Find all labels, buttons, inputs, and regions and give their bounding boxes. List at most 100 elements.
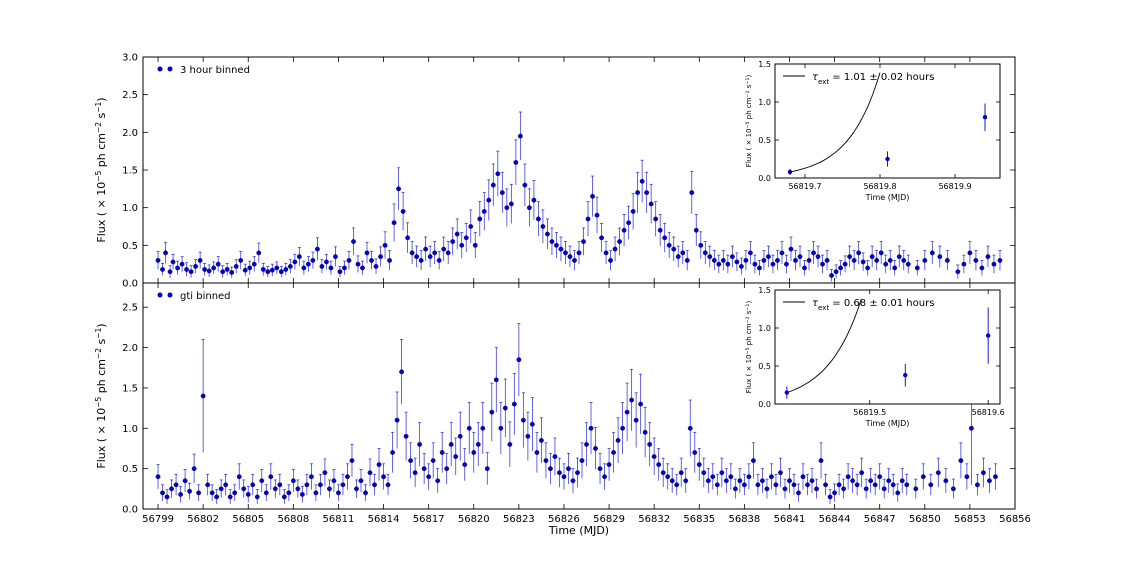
data-point	[868, 478, 874, 484]
data-point	[979, 265, 985, 271]
data-point	[441, 246, 447, 252]
data-point	[687, 425, 693, 431]
data-point	[504, 205, 510, 211]
data-point	[517, 133, 523, 139]
data-point	[692, 450, 698, 455]
data-point	[525, 433, 531, 439]
data-point	[296, 254, 302, 260]
inset-x-tick-label: 56819.9	[938, 182, 971, 191]
data-point	[929, 250, 935, 256]
data-point	[597, 466, 603, 472]
data-point	[684, 257, 690, 263]
data-point	[729, 254, 735, 260]
data-point	[594, 212, 600, 218]
data-point	[863, 486, 869, 492]
data-point	[436, 257, 442, 263]
data-point	[904, 482, 910, 488]
data-point	[450, 239, 456, 244]
data-point	[187, 488, 193, 494]
data-point	[385, 482, 391, 488]
data-point	[245, 492, 251, 497]
data-point	[295, 486, 301, 492]
data-point	[570, 478, 576, 484]
inset-y-axis-label: Flux ( × 10−5 ph cm−2 s−1)	[745, 75, 754, 168]
data-point	[318, 482, 323, 488]
data-point	[340, 482, 346, 488]
data-point	[707, 254, 713, 260]
data-point	[256, 250, 262, 256]
data-point	[548, 466, 553, 472]
data-point	[205, 482, 211, 488]
data-point	[232, 490, 238, 496]
inset-y-tick-label: 0.5	[758, 136, 771, 145]
data-point	[531, 197, 537, 203]
inset-data-point	[787, 169, 793, 175]
data-point	[603, 250, 609, 256]
data-point	[462, 462, 468, 468]
data-point	[881, 486, 887, 492]
legend-marker	[157, 292, 163, 298]
data-point	[308, 474, 314, 480]
data-point	[669, 478, 675, 484]
inset-legend-label: τext = 0.68 ± 0.01 hours	[812, 298, 934, 312]
data-point	[723, 478, 729, 484]
data-point	[778, 470, 783, 476]
data-point	[920, 474, 926, 480]
data-point	[193, 264, 199, 269]
data-point	[764, 486, 770, 492]
data-point	[259, 478, 265, 484]
x-tick-label: 56814	[368, 514, 400, 525]
data-point	[981, 470, 986, 476]
data-point	[439, 450, 445, 455]
data-point	[489, 409, 495, 415]
x-tick-label: 56850	[909, 514, 941, 525]
data-point	[859, 470, 865, 476]
data-point	[223, 482, 229, 488]
data-point	[836, 482, 842, 488]
data-point	[254, 494, 260, 500]
data-point	[800, 474, 806, 480]
data-point	[526, 205, 532, 211]
y-tick-label: 2.5	[122, 303, 138, 314]
y-tick-label: 0.0	[122, 505, 138, 516]
data-point	[211, 265, 217, 271]
data-point	[806, 257, 812, 263]
x-tick-label: 56832	[638, 514, 670, 525]
data-point	[653, 216, 659, 222]
data-point	[675, 254, 681, 260]
x-tick-label: 56826	[548, 514, 580, 525]
data-point	[793, 257, 798, 263]
y-tick-label: 1.5	[122, 383, 138, 394]
data-point	[322, 470, 328, 476]
data-point	[241, 486, 247, 492]
inset-data-point	[784, 390, 790, 395]
data-point	[328, 265, 334, 271]
x-tick-label: 56835	[683, 514, 715, 525]
data-point	[746, 474, 752, 480]
x-tick-label: 56829	[593, 514, 625, 525]
data-point	[579, 458, 585, 463]
data-point	[720, 257, 726, 263]
data-point	[761, 257, 767, 263]
data-point	[719, 470, 725, 476]
inset-y-tick-label: 1.0	[758, 98, 771, 107]
data-point	[606, 462, 612, 468]
x-tick-label: 56853	[954, 514, 986, 525]
x-tick-label: 56838	[728, 514, 760, 525]
data-point	[290, 478, 296, 484]
data-point	[621, 227, 627, 233]
data-point	[173, 482, 179, 488]
x-axis-label: Time (MJD)	[548, 524, 609, 537]
data-point	[324, 259, 329, 265]
data-point	[372, 482, 377, 488]
data-point	[886, 478, 892, 484]
data-point	[584, 442, 589, 447]
data-point	[620, 425, 625, 431]
data-point	[892, 265, 898, 271]
data-point	[666, 242, 672, 248]
data-point	[913, 486, 919, 492]
legend-marker	[167, 66, 173, 72]
data-point	[770, 261, 776, 267]
data-point	[435, 478, 441, 484]
data-point	[336, 490, 341, 496]
